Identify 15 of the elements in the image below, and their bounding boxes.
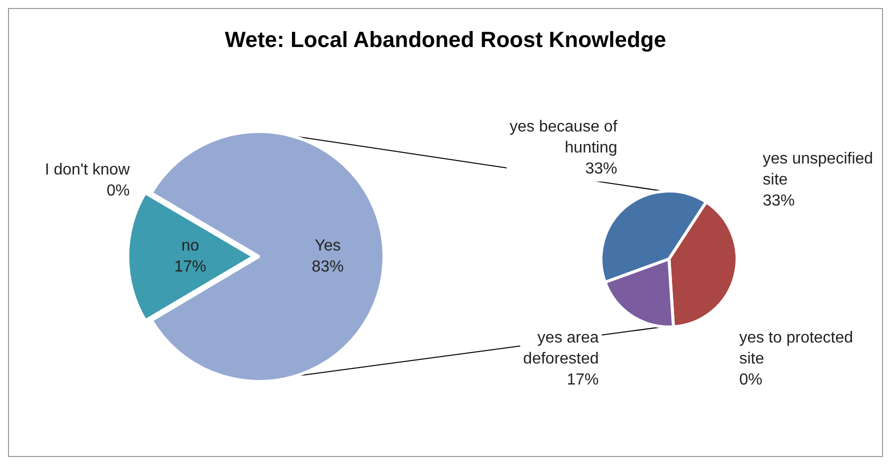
slice-label: no	[181, 238, 200, 255]
data-label: 83%	[312, 258, 344, 276]
category-label: I don't know	[44, 161, 130, 178]
data-label: 17%	[566, 372, 599, 389]
data-label: 33%	[762, 192, 795, 210]
slice-label: yes because of hunting	[510, 118, 618, 156]
text: Wete: Local Abandoned Roost Knowledge	[224, 27, 668, 53]
data-label: 17%	[174, 258, 206, 276]
category-label: yes to protected site	[739, 330, 854, 368]
text: 0%	[106, 182, 130, 200]
data-label: 33%	[585, 160, 618, 178]
text: 0%	[739, 372, 762, 389]
slice-label: yes unspecified site	[762, 150, 874, 189]
slice-label: yes area deforested	[523, 330, 599, 368]
slice-label: Yes	[314, 237, 341, 254]
